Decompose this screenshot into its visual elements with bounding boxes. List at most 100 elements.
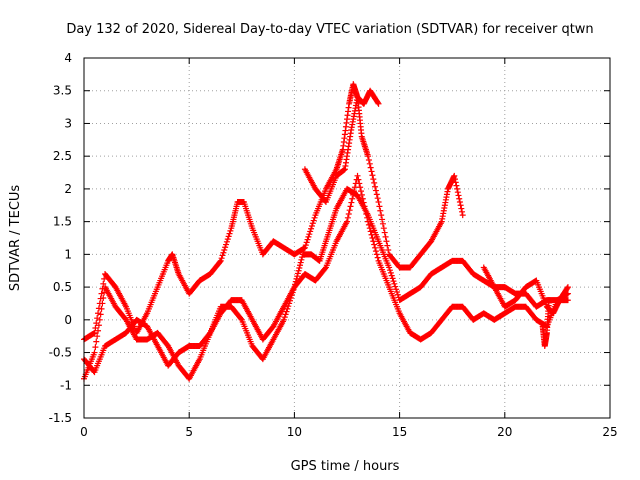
data-point [366, 160, 373, 167]
data-point [370, 176, 377, 183]
data-point [458, 205, 465, 212]
data-point [218, 255, 225, 262]
data-point [457, 202, 464, 209]
data-point [379, 216, 386, 223]
data-point [304, 236, 311, 243]
data-point [345, 211, 352, 217]
data-point [459, 208, 466, 215]
data-point [453, 182, 460, 189]
data-point [310, 217, 317, 224]
data-point [389, 275, 396, 282]
data-points [81, 81, 571, 382]
data-point [348, 199, 355, 206]
data-point [306, 231, 313, 238]
data-point [378, 212, 385, 219]
data-point [97, 311, 104, 318]
data-point [374, 99, 381, 106]
series-satellite-track-a [81, 81, 466, 343]
axis-ticks: 0 5 10 15 20 25 -1.5 -1 -0.5 0 0.5 1 1.5 2 2.5 3 3.5 4 [49, 51, 618, 439]
data-point [217, 257, 224, 264]
data-point [307, 228, 314, 235]
data-point [98, 305, 105, 312]
data-point [371, 179, 378, 186]
data-point [308, 223, 315, 229]
data-point [354, 172, 361, 179]
series-satellite-track-f [539, 297, 552, 349]
data-point [224, 236, 231, 243]
data-point [456, 195, 463, 202]
data-point [371, 241, 378, 248]
x-axis-label: GPS time / hours [291, 459, 400, 474]
data-point [451, 172, 458, 179]
x-tick-label: 15 [392, 425, 407, 439]
data-point [393, 286, 400, 293]
data-point [358, 191, 365, 198]
x-tick-label: 10 [287, 425, 302, 439]
data-point [373, 191, 380, 198]
data-point [91, 349, 98, 356]
data-point [367, 228, 374, 235]
data-point [373, 251, 380, 258]
data-point [92, 325, 99, 331]
data-point [380, 225, 387, 232]
x-tick-label: 5 [185, 425, 193, 439]
data-point [322, 265, 329, 272]
data-point [386, 264, 393, 271]
data-point [386, 267, 393, 274]
data-point [452, 179, 459, 186]
data-point [308, 225, 315, 232]
data-point [280, 316, 287, 323]
data-point [564, 285, 571, 292]
data-point [370, 238, 377, 245]
data-point [376, 203, 383, 210]
data-point [455, 192, 462, 199]
data-point [301, 244, 308, 251]
data-point [302, 242, 309, 249]
data-point [381, 229, 388, 236]
y-tick-label: 0 [64, 313, 72, 327]
data-point [96, 316, 103, 323]
data-point [452, 176, 459, 183]
y-tick-label: 4 [64, 51, 72, 65]
data-point [311, 214, 318, 221]
data-point [374, 254, 381, 261]
data-point [377, 207, 384, 214]
data-point [100, 295, 107, 301]
data-point [351, 188, 358, 195]
data-point [361, 203, 368, 210]
x-tick-label: 25 [602, 425, 617, 439]
data-point [372, 183, 379, 190]
data-point [391, 280, 398, 287]
data-point [363, 211, 370, 217]
data-point [344, 218, 350, 225]
data-point [365, 221, 372, 228]
data-point [346, 207, 353, 214]
data-point [219, 252, 226, 259]
data-point [282, 311, 289, 318]
data-point [94, 333, 101, 340]
data-point [366, 225, 373, 232]
data-point [372, 187, 379, 194]
data-point [216, 259, 223, 265]
data-point [358, 188, 365, 195]
data-point [227, 227, 234, 234]
data-point [351, 184, 358, 191]
data-point [387, 269, 394, 276]
data-point [372, 248, 379, 255]
data-point [91, 329, 98, 336]
y-tick-label: -0.5 [49, 346, 72, 360]
data-point [367, 164, 374, 171]
plot-frame [83, 57, 611, 419]
data-point [223, 241, 230, 248]
data-point [374, 195, 381, 202]
y-tick-label: -1.5 [49, 411, 72, 425]
data-point [100, 280, 107, 287]
data-point [459, 212, 466, 219]
data-point [294, 273, 301, 280]
y-tick-label: 3 [64, 116, 72, 130]
data-point [360, 199, 367, 206]
data-point [349, 195, 356, 202]
data-point [383, 238, 390, 245]
data-point [375, 100, 382, 107]
